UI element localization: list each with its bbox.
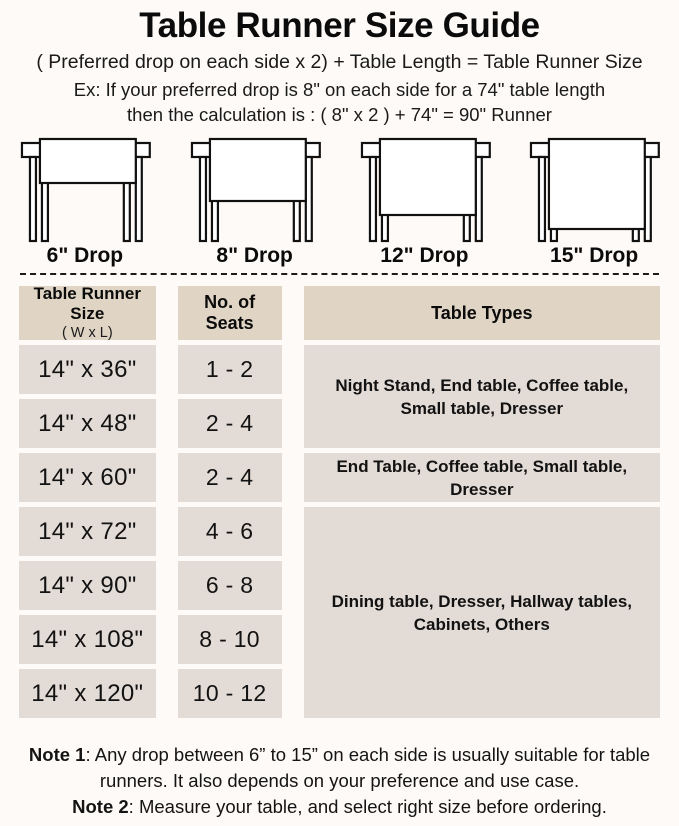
header-no-of-seats: No. of Seats <box>177 286 282 340</box>
note-1-label: Note 1 <box>28 744 86 765</box>
drop-illustration-15 <box>509 135 679 245</box>
column-no-of-seats: No. of Seats 1 - 2 2 - 4 2 - 4 4 - 6 6 -… <box>177 286 282 723</box>
drop-label-15: 15" Drop <box>550 244 639 267</box>
example-line-1: Ex: If your preferred drop is 8" on each… <box>73 79 606 100</box>
table-runner-diagram-icon <box>20 137 151 243</box>
header: Table Runner Size Guide ( Preferred drop… <box>0 0 679 127</box>
header-types-label: Table Types <box>431 302 533 323</box>
drop-label-8: 8" Drop <box>216 244 293 267</box>
table-row: 8 - 10 <box>177 615 282 664</box>
drop-label-row: 6" Drop 8" Drop 12" Drop 15" Drop <box>0 243 679 269</box>
header-size-main: Table Runner Size <box>33 284 141 323</box>
table-runner-diagram-icon <box>190 137 321 243</box>
note-2: Note 2: Measure your table, and select r… <box>6 794 673 820</box>
drop-illustration-8 <box>170 135 340 245</box>
table-row: Dining table, Dresser, Hallway tables, C… <box>303 507 661 718</box>
drop-illustrations <box>0 135 679 245</box>
size-guide-table: Table Runner Size ( W x L) 14" x 36" 14"… <box>19 284 661 723</box>
formula-line: ( Preferred drop on each side x 2) + Tab… <box>36 51 643 73</box>
drop-illustration-6 <box>0 135 170 245</box>
note-1-text: : Any drop between 6” to 15” on each sid… <box>85 744 651 791</box>
table-row: 14" x 120" <box>19 669 156 718</box>
drop-label-6: 6" Drop <box>46 244 124 267</box>
table-runner-diagram-icon <box>360 137 491 243</box>
table-row: 14" x 108" <box>19 615 156 664</box>
table-row: 1 - 2 <box>177 345 282 394</box>
table-row: End Table, Coffee table, Small table, Dr… <box>303 453 661 502</box>
table-row: Night Stand, End table, Coffee table, Sm… <box>303 345 661 448</box>
dashed-divider <box>20 273 659 275</box>
example-line-2: then the calculation is : ( 8" x 2 ) + 7… <box>127 104 552 125</box>
table-runner-diagram-icon <box>530 137 661 243</box>
header-table-types: Table Types <box>303 286 661 340</box>
note-2-text: : Measure your table, and select right s… <box>128 796 607 817</box>
table-row: 2 - 4 <box>177 453 282 502</box>
table-row: 14" x 36" <box>19 345 156 394</box>
page-title: Table Runner Size Guide <box>139 6 540 45</box>
table-row: 10 - 12 <box>177 669 282 718</box>
note-2-label: Note 2 <box>72 796 129 817</box>
table-row: 4 - 6 <box>177 507 282 556</box>
header-seats-label: No. of Seats <box>204 292 256 333</box>
table-row: 14" x 90" <box>19 561 156 610</box>
header-table-runner-size: Table Runner Size ( W x L) <box>19 284 156 341</box>
table-row: 14" x 48" <box>19 399 156 448</box>
table-row: 2 - 4 <box>177 399 282 448</box>
table-row: 14" x 72" <box>19 507 156 556</box>
header-size-sub: ( W x L) <box>61 325 113 341</box>
notes-section: Note 1: Any drop between 6” to 15” on ea… <box>0 742 679 820</box>
drop-label-12: 12" Drop <box>380 244 469 267</box>
table-row: 6 - 8 <box>177 561 282 610</box>
note-1: Note 1: Any drop between 6” to 15” on ea… <box>6 742 673 794</box>
drop-illustration-12 <box>340 135 510 245</box>
column-table-runner-size: Table Runner Size ( W x L) 14" x 36" 14"… <box>19 284 156 723</box>
column-table-types: Table Types Night Stand, End table, Coff… <box>303 286 661 723</box>
table-row: 14" x 60" <box>19 453 156 502</box>
